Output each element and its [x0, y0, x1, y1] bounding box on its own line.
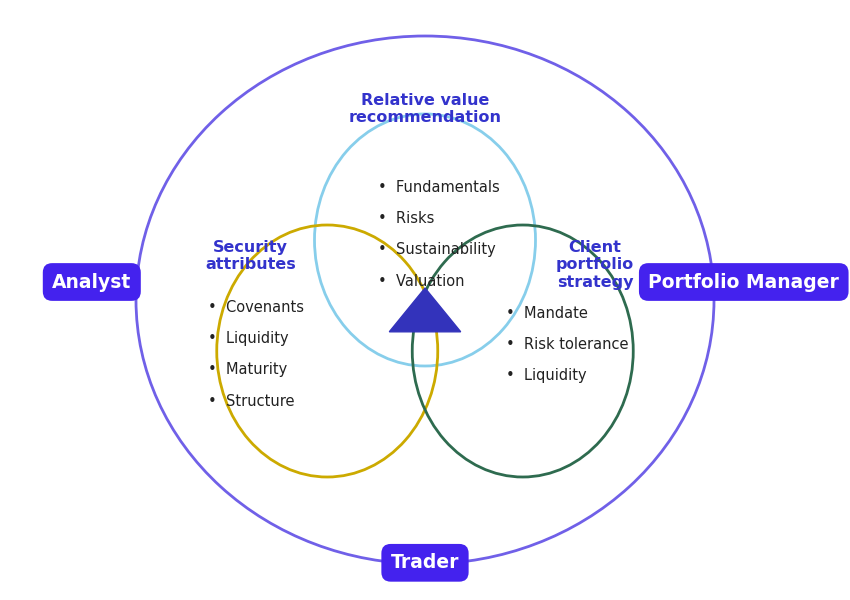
Text: •  Liquidity: • Liquidity: [208, 331, 289, 346]
Text: Analyst: Analyst: [52, 272, 132, 292]
Text: •  Mandate: • Mandate: [506, 306, 587, 321]
Polygon shape: [389, 288, 461, 332]
Text: Security
attributes: Security attributes: [206, 240, 296, 272]
Text: •  Structure: • Structure: [208, 394, 295, 409]
Text: Trader: Trader: [391, 553, 459, 572]
Text: •  Maturity: • Maturity: [208, 362, 287, 377]
Text: •  Sustainability: • Sustainability: [378, 242, 496, 257]
Text: •  Risk tolerance: • Risk tolerance: [506, 337, 628, 352]
Text: Client
portfolio
strategy: Client portfolio strategy: [556, 240, 634, 290]
Text: •  Risks: • Risks: [378, 211, 434, 226]
Text: •  Valuation: • Valuation: [378, 274, 465, 289]
Text: •  Fundamentals: • Fundamentals: [378, 180, 500, 195]
Text: •  Liquidity: • Liquidity: [506, 368, 586, 383]
Text: •  Covenants: • Covenants: [208, 300, 304, 315]
Text: Portfolio Manager: Portfolio Manager: [649, 272, 839, 292]
Text: Relative value
recommendation: Relative value recommendation: [348, 93, 502, 125]
